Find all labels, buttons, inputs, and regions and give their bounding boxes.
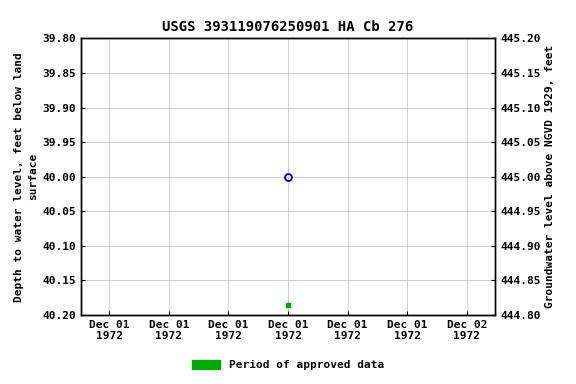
- Legend: Period of approved data: Period of approved data: [188, 356, 388, 375]
- Y-axis label: Depth to water level, feet below land
surface: Depth to water level, feet below land su…: [14, 52, 38, 301]
- Y-axis label: Groundwater level above NGVD 1929, feet: Groundwater level above NGVD 1929, feet: [545, 45, 555, 308]
- Title: USGS 393119076250901 HA Cb 276: USGS 393119076250901 HA Cb 276: [162, 20, 414, 35]
